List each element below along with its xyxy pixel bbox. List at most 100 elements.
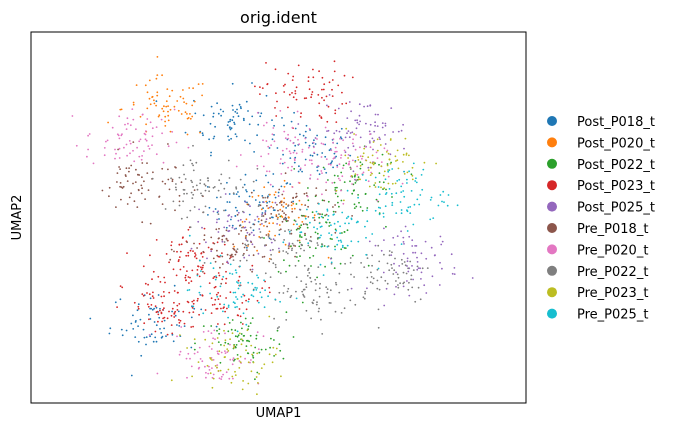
- data-point: [203, 227, 206, 230]
- data-point: [209, 262, 212, 264]
- data-point: [388, 254, 391, 257]
- data-point: [359, 136, 362, 139]
- data-point: [317, 244, 319, 247]
- data-point: [270, 144, 272, 147]
- data-point: [264, 280, 266, 283]
- data-point: [262, 335, 265, 338]
- data-point: [155, 153, 158, 156]
- data-point: [253, 234, 255, 237]
- data-point: [241, 226, 243, 229]
- data-point: [170, 314, 173, 317]
- data-point: [357, 196, 359, 199]
- data-point: [255, 334, 258, 337]
- data-point: [350, 175, 353, 177]
- data-point: [145, 336, 148, 338]
- data-point: [318, 295, 321, 298]
- data-point: [234, 346, 237, 349]
- data-point: [204, 365, 206, 368]
- data-point: [339, 239, 342, 242]
- data-point: [287, 106, 289, 109]
- data-point: [249, 334, 252, 337]
- data-point: [230, 381, 233, 384]
- data-point: [230, 127, 233, 130]
- data-point: [232, 109, 234, 111]
- data-point: [297, 260, 300, 262]
- data-point: [139, 138, 142, 141]
- data-point: [279, 215, 282, 218]
- data-point: [226, 351, 229, 353]
- data-point: [339, 232, 341, 235]
- data-point: [361, 209, 364, 212]
- data-point: [229, 272, 231, 275]
- data-point: [318, 70, 320, 73]
- data-point: [205, 371, 207, 374]
- data-point: [189, 276, 191, 279]
- data-point: [200, 270, 202, 272]
- data-point: [294, 136, 297, 139]
- data-point: [313, 226, 315, 229]
- data-point: [233, 245, 236, 248]
- data-point: [234, 374, 237, 376]
- data-point: [274, 266, 277, 269]
- data-point: [247, 110, 249, 112]
- data-point: [311, 154, 314, 157]
- data-point: [275, 115, 278, 117]
- data-point: [287, 247, 290, 250]
- data-point: [168, 291, 171, 294]
- data-point: [174, 186, 177, 189]
- data-point: [218, 377, 221, 380]
- data-point: [380, 186, 382, 189]
- data-point: [175, 274, 178, 277]
- data-point: [132, 149, 134, 152]
- data-point: [201, 256, 204, 258]
- data-point: [390, 254, 393, 256]
- data-point: [152, 297, 155, 299]
- data-point: [256, 371, 259, 374]
- data-point: [187, 352, 190, 355]
- data-point: [223, 243, 226, 246]
- data-point: [320, 156, 323, 158]
- data-point: [146, 172, 149, 175]
- data-point: [268, 206, 271, 209]
- data-point: [274, 201, 277, 204]
- data-point: [385, 225, 387, 228]
- data-point: [383, 239, 385, 242]
- data-point: [156, 94, 159, 97]
- data-point: [242, 254, 245, 257]
- data-point: [328, 221, 331, 224]
- data-point: [316, 166, 318, 169]
- data-point: [308, 88, 311, 91]
- data-point: [333, 132, 336, 135]
- data-point: [285, 147, 288, 150]
- data-point: [278, 233, 281, 236]
- data-point: [231, 273, 234, 275]
- data-point: [184, 276, 187, 279]
- legend: Post_P018_tPost_P020_tPost_P022_tPost_P0…: [547, 115, 655, 323]
- data-point: [378, 260, 381, 263]
- data-point: [424, 240, 427, 243]
- data-point: [167, 105, 170, 107]
- data-point: [295, 86, 298, 89]
- data-point: [284, 213, 287, 216]
- data-point: [362, 152, 365, 155]
- data-point: [344, 262, 346, 265]
- data-point: [168, 188, 171, 191]
- data-point: [257, 348, 260, 350]
- data-point: [335, 150, 338, 153]
- data-point: [374, 176, 377, 179]
- data-point: [334, 186, 337, 189]
- data-point: [164, 125, 167, 127]
- data-point: [192, 250, 194, 253]
- data-point: [217, 231, 220, 233]
- data-point: [329, 302, 332, 304]
- data-point: [146, 107, 149, 110]
- data-point: [377, 267, 380, 270]
- data-point: [384, 122, 387, 125]
- data-point: [202, 250, 205, 253]
- data-point: [256, 167, 259, 170]
- data-point: [358, 103, 361, 106]
- data-point: [276, 329, 279, 332]
- data-point: [200, 266, 202, 269]
- data-point: [268, 237, 271, 240]
- data-point: [304, 232, 306, 235]
